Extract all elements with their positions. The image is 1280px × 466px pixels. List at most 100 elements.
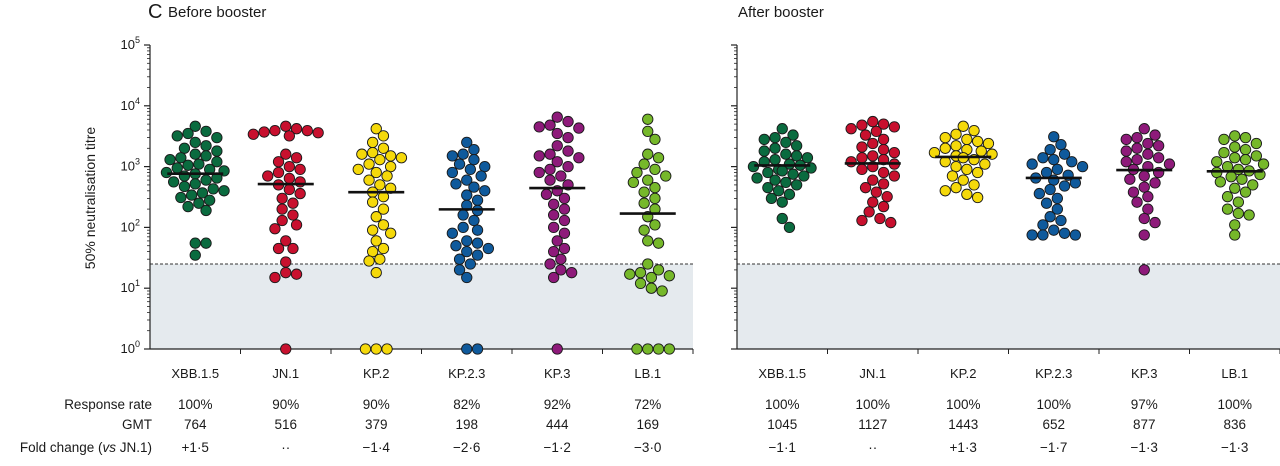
group-kp-3: KP.3 97% 877 −1·3 — [1116, 123, 1190, 455]
data-point — [450, 178, 462, 190]
data-point — [867, 174, 879, 186]
data-point — [446, 227, 458, 239]
data-point — [1120, 145, 1132, 157]
data-point — [1153, 152, 1165, 164]
data-point — [801, 152, 814, 164]
y-tick-label: 100 — [121, 339, 140, 356]
data-point — [566, 267, 578, 279]
row-label-fold-change: Fold change (vs JN.1) — [20, 440, 152, 455]
data-point — [1232, 196, 1245, 208]
data-point — [446, 166, 458, 179]
data-point — [171, 130, 183, 142]
data-point — [200, 125, 212, 137]
y-tick-label: 103 — [121, 157, 140, 174]
y-tick-label: 104 — [121, 96, 140, 113]
data-point — [1037, 219, 1049, 231]
group-kp-2: KP.2 100% 1443 +1·3 — [928, 120, 1009, 455]
data-point — [979, 158, 991, 170]
data-point — [1250, 137, 1263, 150]
data-point — [269, 271, 281, 284]
x-category-label: XBB.1.5 — [758, 366, 806, 381]
data-point — [1026, 158, 1038, 170]
data-point — [1236, 173, 1248, 185]
data-point — [377, 203, 390, 215]
data-point — [1221, 203, 1234, 215]
data-point — [573, 152, 585, 164]
data-point — [366, 136, 379, 149]
data-point — [627, 176, 639, 189]
data-point — [363, 158, 375, 170]
data-point — [377, 130, 390, 142]
data-point — [287, 197, 299, 209]
data-point — [950, 160, 962, 173]
data-point — [167, 176, 180, 188]
data-point — [544, 174, 556, 186]
data-point — [950, 128, 962, 140]
data-point — [776, 212, 788, 225]
data-point — [377, 242, 390, 255]
data-point — [1149, 129, 1161, 141]
data-point — [649, 192, 661, 205]
data-point — [370, 123, 382, 135]
data-point — [968, 125, 980, 137]
data-point — [182, 159, 194, 171]
data-point — [461, 174, 473, 186]
data-point — [1055, 138, 1067, 151]
data-point — [877, 178, 890, 190]
panel-letter: C — [148, 1, 162, 23]
data-point — [874, 212, 886, 225]
fold-change-value: −1·3 — [1131, 440, 1158, 455]
data-point — [461, 136, 473, 149]
data-point — [544, 163, 556, 176]
data-point — [558, 214, 571, 227]
data-point — [548, 198, 560, 210]
data-point — [370, 235, 382, 247]
response-rate-value: 100% — [765, 397, 800, 412]
data-point — [1058, 180, 1071, 192]
data-point — [939, 131, 951, 144]
fold-change-value: ·· — [868, 440, 877, 455]
data-point — [540, 188, 553, 200]
data-point — [634, 277, 647, 290]
data-point — [1138, 123, 1150, 135]
data-point — [548, 221, 560, 234]
data-point — [888, 146, 900, 159]
data-point — [370, 166, 382, 179]
data-point — [780, 136, 792, 149]
data-point — [280, 343, 292, 355]
data-point — [1232, 207, 1245, 220]
data-point — [877, 200, 890, 213]
x-category-label: JN.1 — [272, 366, 299, 381]
data-point — [769, 142, 781, 154]
data-point — [649, 163, 661, 176]
data-point — [946, 170, 959, 182]
data-point — [961, 163, 973, 176]
data-point — [1243, 209, 1255, 221]
data-point — [870, 186, 882, 198]
data-point — [178, 170, 191, 182]
group-lb-1: LB.1 72% 169 −3·0 — [619, 113, 694, 455]
data-point — [374, 253, 386, 265]
data-point — [769, 131, 781, 144]
data-point — [1214, 176, 1227, 188]
below-threshold-region — [150, 264, 693, 349]
data-point — [1026, 229, 1038, 241]
panel-title-before: Before booster — [168, 4, 266, 21]
data-point — [468, 144, 480, 156]
x-category-label: XBB.1.5 — [171, 366, 219, 381]
data-point — [972, 166, 984, 179]
data-point — [642, 174, 654, 186]
data-point — [453, 264, 466, 276]
data-point — [544, 119, 556, 131]
data-point — [453, 158, 466, 170]
data-point — [1221, 191, 1234, 203]
data-point — [642, 235, 654, 247]
data-point — [642, 258, 654, 270]
data-point — [638, 158, 650, 170]
data-point — [975, 145, 987, 157]
data-point — [1120, 156, 1132, 168]
response-rate-value: 100% — [178, 397, 213, 412]
data-point — [189, 249, 201, 261]
data-point — [544, 258, 556, 270]
response-rate-value: 100% — [1217, 397, 1252, 412]
